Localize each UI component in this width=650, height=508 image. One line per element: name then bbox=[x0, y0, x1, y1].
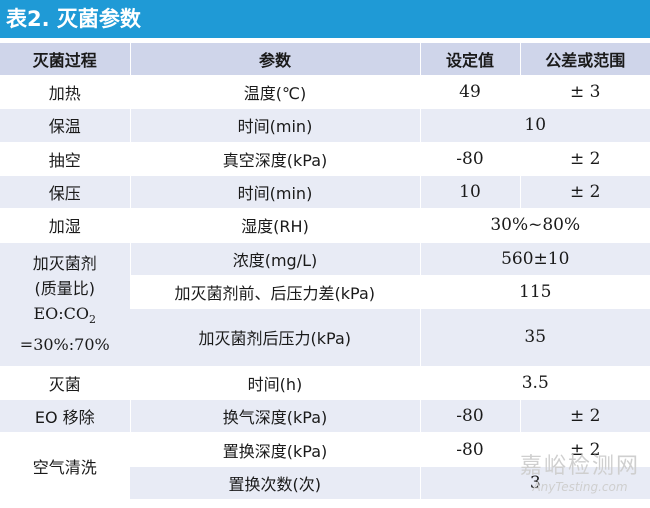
param-replace-depth: 置换深度(kPa) bbox=[129, 432, 420, 467]
param-humidity: 湿度(RH) bbox=[129, 208, 420, 243]
param-replace-count: 置换次数(次) bbox=[130, 465, 420, 501]
sterilization-parameters-table: 灭菌过程 参数 设定值 公差或范围 加热 温度(℃) 49 ± 3 保温 时间(… bbox=[0, 42, 650, 501]
param-pressure-diff: 加灭菌剂前、后压力差(kPa) bbox=[130, 274, 420, 310]
header-process: 灭菌过程 bbox=[0, 42, 130, 76]
table-row: 加灭菌剂 (质量比) EO:CO2 =30%:70% 浓度(mg/L) 560±… bbox=[0, 241, 650, 367]
table-row: 置换次数(次) 3 bbox=[0, 465, 650, 501]
setpoint-evacuation: -80 bbox=[419, 141, 520, 176]
tolerance-eo-removal: ± 2 bbox=[519, 399, 650, 434]
value-pressure-after: 35 bbox=[419, 308, 650, 367]
setpoint-eo-removal: -80 bbox=[419, 399, 520, 434]
sterilant-line1: 加灭菌剂 bbox=[32, 254, 97, 274]
param-time-min: 时间(min) bbox=[129, 108, 420, 143]
value-pressure-diff: 115 bbox=[419, 274, 650, 310]
setpoint-heating: 49 bbox=[419, 74, 520, 110]
param-concentration: 浓度(mg/L) bbox=[129, 241, 420, 276]
process-holding-pressure: 保压 bbox=[0, 174, 130, 210]
table-row: 空气清洗 置换深度(kPa) -80 ± 2 bbox=[0, 432, 650, 500]
process-evacuation: 抽空 bbox=[0, 141, 130, 176]
value-replace-count: 3 bbox=[419, 465, 650, 501]
process-holding-temp: 保温 bbox=[0, 108, 130, 143]
value-humidify: 30%~80% bbox=[419, 208, 650, 243]
param-pressure-after: 加灭菌剂后压力(kPa) bbox=[130, 308, 420, 367]
tolerance-air-wash: ± 2 bbox=[519, 432, 650, 467]
sterilant-line4: =30%:70% bbox=[19, 335, 110, 355]
table-title: 表2. 灭菌参数 bbox=[0, 0, 650, 38]
setpoint-air-wash: -80 bbox=[419, 432, 520, 467]
header-row: 灭菌过程 参数 设定值 公差或范围 bbox=[0, 42, 650, 76]
param-temperature: 温度(℃) bbox=[129, 74, 420, 110]
setpoint-holding-pressure: 10 bbox=[419, 174, 520, 210]
value-sterilize: 3.5 bbox=[419, 365, 650, 401]
param-vacuum-depth: 真空深度(kPa) bbox=[129, 141, 420, 176]
sterilant-line2: (质量比) bbox=[34, 279, 96, 299]
table-row: 加湿 湿度(RH) 30%~80% bbox=[0, 208, 650, 243]
tolerance-holding-pressure: ± 2 bbox=[519, 174, 650, 210]
param-time-min-2: 时间(min) bbox=[129, 174, 420, 210]
table-row: 抽空 真空深度(kPa) -80 ± 2 bbox=[0, 141, 650, 176]
table-row: 灭菌 时间(h) 3.5 bbox=[0, 365, 650, 401]
value-concentration: 560±10 bbox=[419, 241, 650, 276]
sterilant-ratio: EO:CO2 bbox=[33, 304, 97, 327]
header-tolerance: 公差或范围 bbox=[519, 42, 650, 76]
param-exchange-depth: 换气深度(kPa) bbox=[129, 399, 420, 434]
table-row: 加灭菌剂后压力(kPa) 35 bbox=[0, 308, 650, 367]
header-parameter: 参数 bbox=[129, 42, 420, 76]
table-row: 加灭菌剂前、后压力差(kPa) 115 bbox=[0, 274, 650, 310]
tolerance-evacuation: ± 2 bbox=[519, 141, 650, 176]
header-setpoint: 设定值 bbox=[419, 42, 520, 76]
param-time-h: 时间(h) bbox=[129, 365, 420, 401]
table-row: 保温 时间(min) 10 bbox=[0, 108, 650, 143]
table-row: 保压 时间(min) 10 ± 2 bbox=[0, 174, 650, 210]
process-air-wash: 空气清洗 bbox=[0, 432, 130, 500]
process-humidify: 加湿 bbox=[0, 208, 130, 243]
process-heating: 加热 bbox=[0, 74, 130, 110]
table-row: 加热 温度(℃) 49 ± 3 bbox=[0, 74, 650, 110]
table-row: EO 移除 换气深度(kPa) -80 ± 2 bbox=[0, 399, 650, 434]
process-sterilant: 加灭菌剂 (质量比) EO:CO2 =30%:70% bbox=[0, 241, 130, 367]
process-eo-removal: EO 移除 bbox=[0, 399, 130, 434]
process-sterilize: 灭菌 bbox=[0, 365, 130, 401]
value-holding-temp: 10 bbox=[419, 108, 650, 143]
tolerance-heating: ± 3 bbox=[519, 74, 650, 110]
